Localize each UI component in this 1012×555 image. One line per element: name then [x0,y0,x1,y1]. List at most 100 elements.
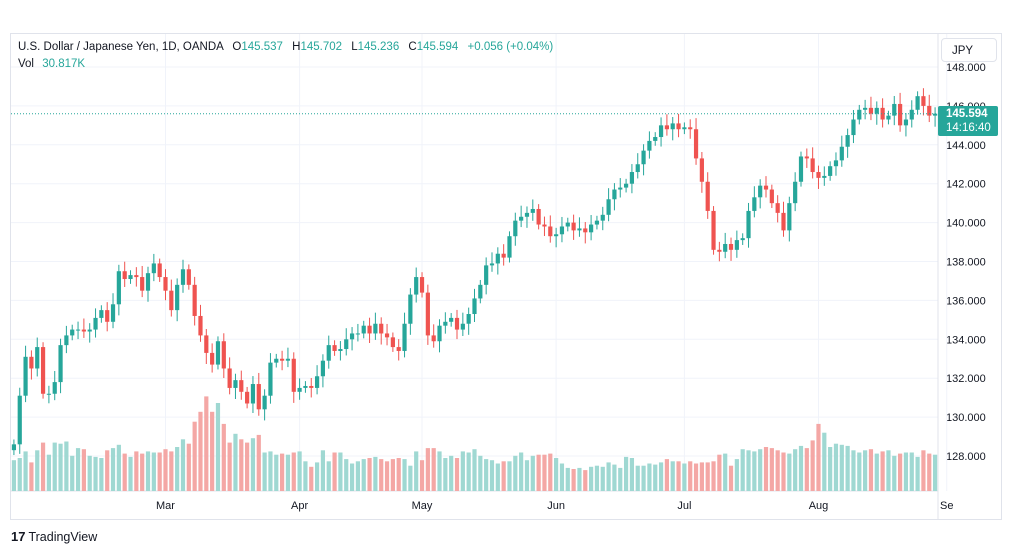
volume-bar [245,442,250,491]
volume-bar [140,453,145,491]
volume-bar [664,459,669,491]
candle-body [699,158,704,182]
volume-bar [227,442,232,491]
candle-body [396,347,401,351]
volume-bar [454,458,460,491]
volume-bar [763,447,769,491]
candle-body [361,325,366,334]
volume-bar [676,461,681,491]
candle-body [711,210,716,250]
candle-body [903,119,909,126]
candle-body [384,333,390,338]
volume-bar [29,462,34,491]
volume-bar [128,456,133,491]
volume-bar [414,451,419,491]
candle-body [577,228,582,231]
volume-bar [23,451,28,491]
volume-bar [338,452,343,491]
candle-body [344,339,349,350]
volume-bar [863,450,868,491]
volume-bar [699,462,704,491]
candle-body [833,160,839,167]
volume-bar [828,447,833,491]
volume-bar [221,423,226,491]
candle-body [186,269,191,285]
candle-body [116,271,121,305]
volume-bar [64,441,69,491]
currency-button[interactable]: JPY [941,38,997,62]
volume-bar [116,444,121,491]
volume-bar [589,466,594,491]
volume-bar [583,470,588,491]
candle-body [472,298,477,315]
volume-bar [880,451,885,491]
volume-bar [431,448,436,491]
candle-body [425,292,430,336]
volume-bar [833,443,839,491]
volume-bar [693,463,699,491]
volume-bar [169,451,174,491]
candle-body [355,333,360,335]
volume-bar [460,451,465,491]
candle-body [589,224,594,233]
volume-bar [839,444,844,491]
candle-body [52,382,57,394]
candle-body [822,175,827,178]
volume-bar [256,434,261,491]
volume-bar [70,455,75,491]
volume-bar [653,464,658,491]
volume-bar [927,453,932,491]
volume-bar [262,452,267,491]
candle-body [495,253,500,264]
volume-bar [163,449,168,491]
x-tick-label: Mar [156,500,175,512]
candle-body [629,172,635,184]
candle-body [489,263,495,266]
volume-bar [594,465,600,491]
candle-body [880,107,885,120]
candle-body [752,197,757,211]
candle-body [431,335,436,342]
candle-body [658,125,664,138]
candle-body [198,315,203,336]
candle-body [868,107,874,114]
volume-bar [536,454,541,491]
volume-bar [903,452,909,491]
volume-bar [180,439,186,491]
volume-bar [507,461,512,491]
candle-body [297,387,302,392]
candle-body [775,203,780,213]
candle-body [828,166,833,176]
volume-bar [816,423,821,491]
volume-bar [373,456,378,491]
candle-body [927,105,932,116]
candle-body [291,358,296,392]
volume-bar [291,452,296,491]
tradingview-brand[interactable]: 17 TradingView [11,529,97,544]
volume-bar [524,460,530,491]
candle-body [816,172,821,178]
volume-bar [769,448,774,491]
candle-body [285,358,291,361]
volume-bar [303,461,308,491]
volume-bar [425,448,430,491]
candle-body [670,123,675,130]
volume-bar [606,462,611,491]
candle-body [571,222,576,231]
volume-bar [746,450,751,491]
y-tick-label: 130.000 [946,412,986,424]
candle-body [268,362,273,396]
candle-body [798,156,804,182]
volume-bar [635,465,640,491]
y-tick-label: 136.000 [946,295,986,307]
y-tick-label: 140.000 [946,218,986,230]
candle-body [303,385,308,388]
candle-body [93,317,98,330]
candle-body [676,123,681,130]
candle-body [227,368,232,388]
candle-body [320,360,326,377]
candle-body [414,277,419,295]
volume-bar [548,453,553,491]
candle-body [746,210,751,239]
